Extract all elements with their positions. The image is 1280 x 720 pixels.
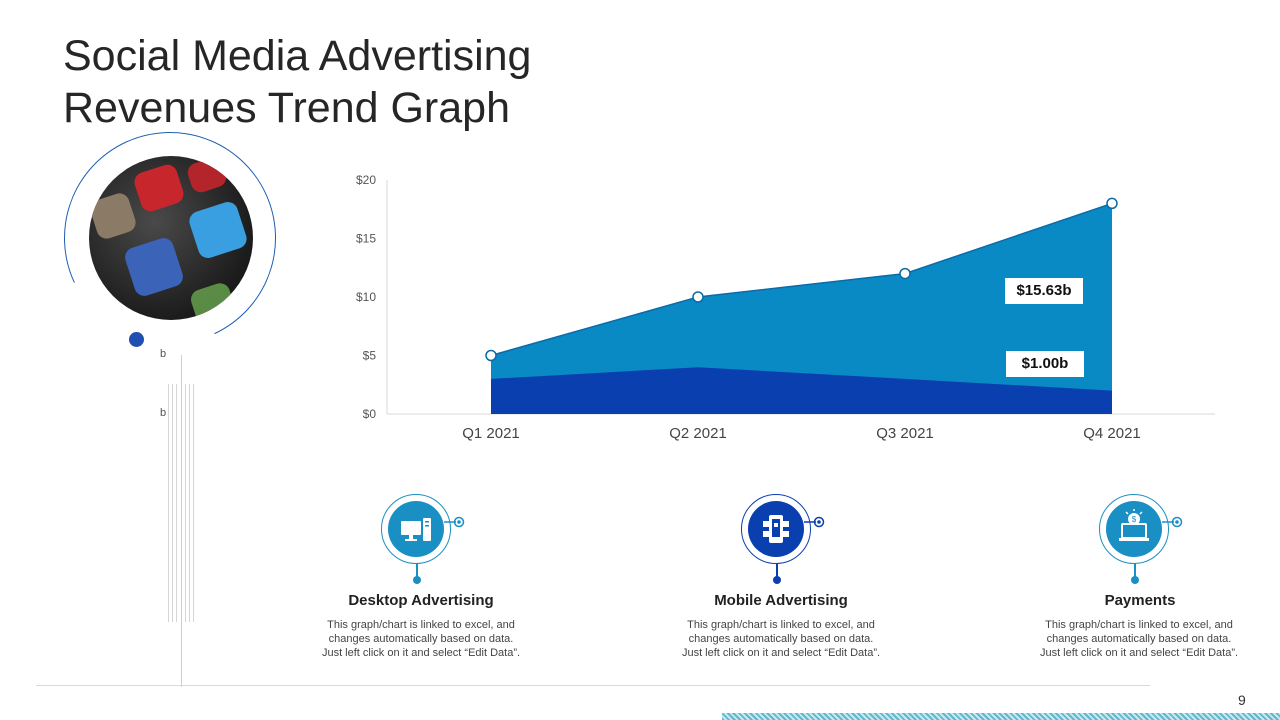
desktop-computer-icon: [388, 501, 444, 557]
x-tick-label: Q3 2021: [876, 425, 934, 442]
feature-connector: [1134, 563, 1136, 581]
page-number: 9: [1238, 692, 1246, 708]
feature-description: This graph/chart is linked to excel, and…: [1019, 618, 1259, 660]
target-arrow-icon: [1162, 515, 1184, 528]
ring-marker-dot: [129, 332, 144, 347]
app-tile-red: [131, 162, 187, 214]
x-tick-label: Q4 2021: [1083, 425, 1141, 442]
annotation-label-2: $1.00b: [1006, 351, 1084, 377]
feature-icon-badge: $: [1099, 494, 1169, 564]
series-1-line: [490, 202, 1113, 357]
y-tick-label: $15: [356, 232, 376, 246]
page-title-line-1: Social Media Advertising: [63, 32, 532, 80]
feature-title: Desktop Advertising: [348, 592, 494, 609]
x-tick-label: Q1 2021: [462, 425, 520, 442]
y-tick-label: $0: [363, 407, 377, 421]
laptop-payment-icon: $: [1106, 501, 1162, 557]
feature-connector-dot: [1131, 576, 1139, 584]
deco-line-6: [193, 384, 194, 622]
footer-accent-bar: [722, 713, 1280, 720]
feature-description-line: Just left click on it and select “Edit D…: [1039, 647, 1239, 659]
feature-connector: [416, 563, 418, 581]
feature-connector-dot: [413, 576, 421, 584]
x-tick-label: Q2 2021: [669, 425, 727, 442]
svg-text:$: $: [1132, 515, 1137, 524]
page-title: Social Media Advertising Revenues Trend …: [63, 30, 683, 134]
page-title-line-2: Revenues Trend Graph: [63, 84, 510, 132]
feature-description-line: changes automatically based on data.: [1046, 633, 1232, 645]
mobile-apps-icon: [748, 501, 804, 557]
feature-connector-dot: [773, 576, 781, 584]
y-tick-label: $10: [356, 290, 376, 304]
deco-line-2: [172, 384, 173, 622]
revenue-area-chart: $0 $5 $10 $15 $20 Q1 2021 Q2 2021 Q3 2021 Q4 202…: [356, 173, 1215, 442]
feature-title: Payments: [1104, 592, 1176, 609]
deco-line-4: [185, 384, 186, 622]
feature-description-line: Just left click on it and select “Edit D…: [321, 647, 521, 659]
footer-divider: [36, 685, 1150, 686]
deco-line-3: [176, 384, 177, 622]
feature-description-line: This graph/chart is linked to excel, and: [687, 619, 875, 631]
data-point-marker: [1106, 197, 1118, 210]
feature-connector: [776, 563, 778, 581]
feature-icon-badge: [741, 494, 811, 564]
y-tick-label: $20: [356, 173, 376, 187]
twitter-tile: [186, 199, 250, 261]
deco-line-1: [168, 384, 169, 622]
marker-label-2: b: [160, 407, 167, 419]
data-point-marker: [485, 349, 497, 362]
feature-description: This graph/chart is linked to excel, and…: [661, 618, 901, 660]
feature-description-line: This graph/chart is linked to excel, and: [327, 619, 515, 631]
annotation-label-1: $15.63b: [1005, 278, 1083, 304]
feature-description-line: changes automatically based on data.: [328, 633, 514, 645]
facebook-tile: [122, 235, 186, 299]
area-series-1: [491, 203, 1112, 414]
target-arrow-icon: [444, 515, 466, 528]
feature-icon-badge: [381, 494, 451, 564]
data-point-marker: [692, 291, 704, 303]
feature-title: Mobile Advertising: [714, 592, 848, 609]
y-tick-label: $5: [363, 349, 377, 363]
social-media-photo: [89, 156, 253, 320]
deco-line-5: [189, 384, 190, 622]
feature-description: This graph/chart is linked to excel, and…: [301, 618, 541, 660]
data-point-marker: [899, 267, 911, 280]
target-arrow-icon: [804, 515, 826, 528]
area-series-2: [491, 367, 1112, 414]
vertical-divider: [181, 355, 182, 687]
feature-description-line: Just left click on it and select “Edit D…: [681, 647, 881, 659]
app-tile-green: [188, 280, 238, 320]
marker-label-1: b: [160, 348, 167, 360]
feature-description-line: changes automatically based on data.: [688, 633, 874, 645]
feature-description-line: This graph/chart is linked to excel, and: [1045, 619, 1233, 631]
